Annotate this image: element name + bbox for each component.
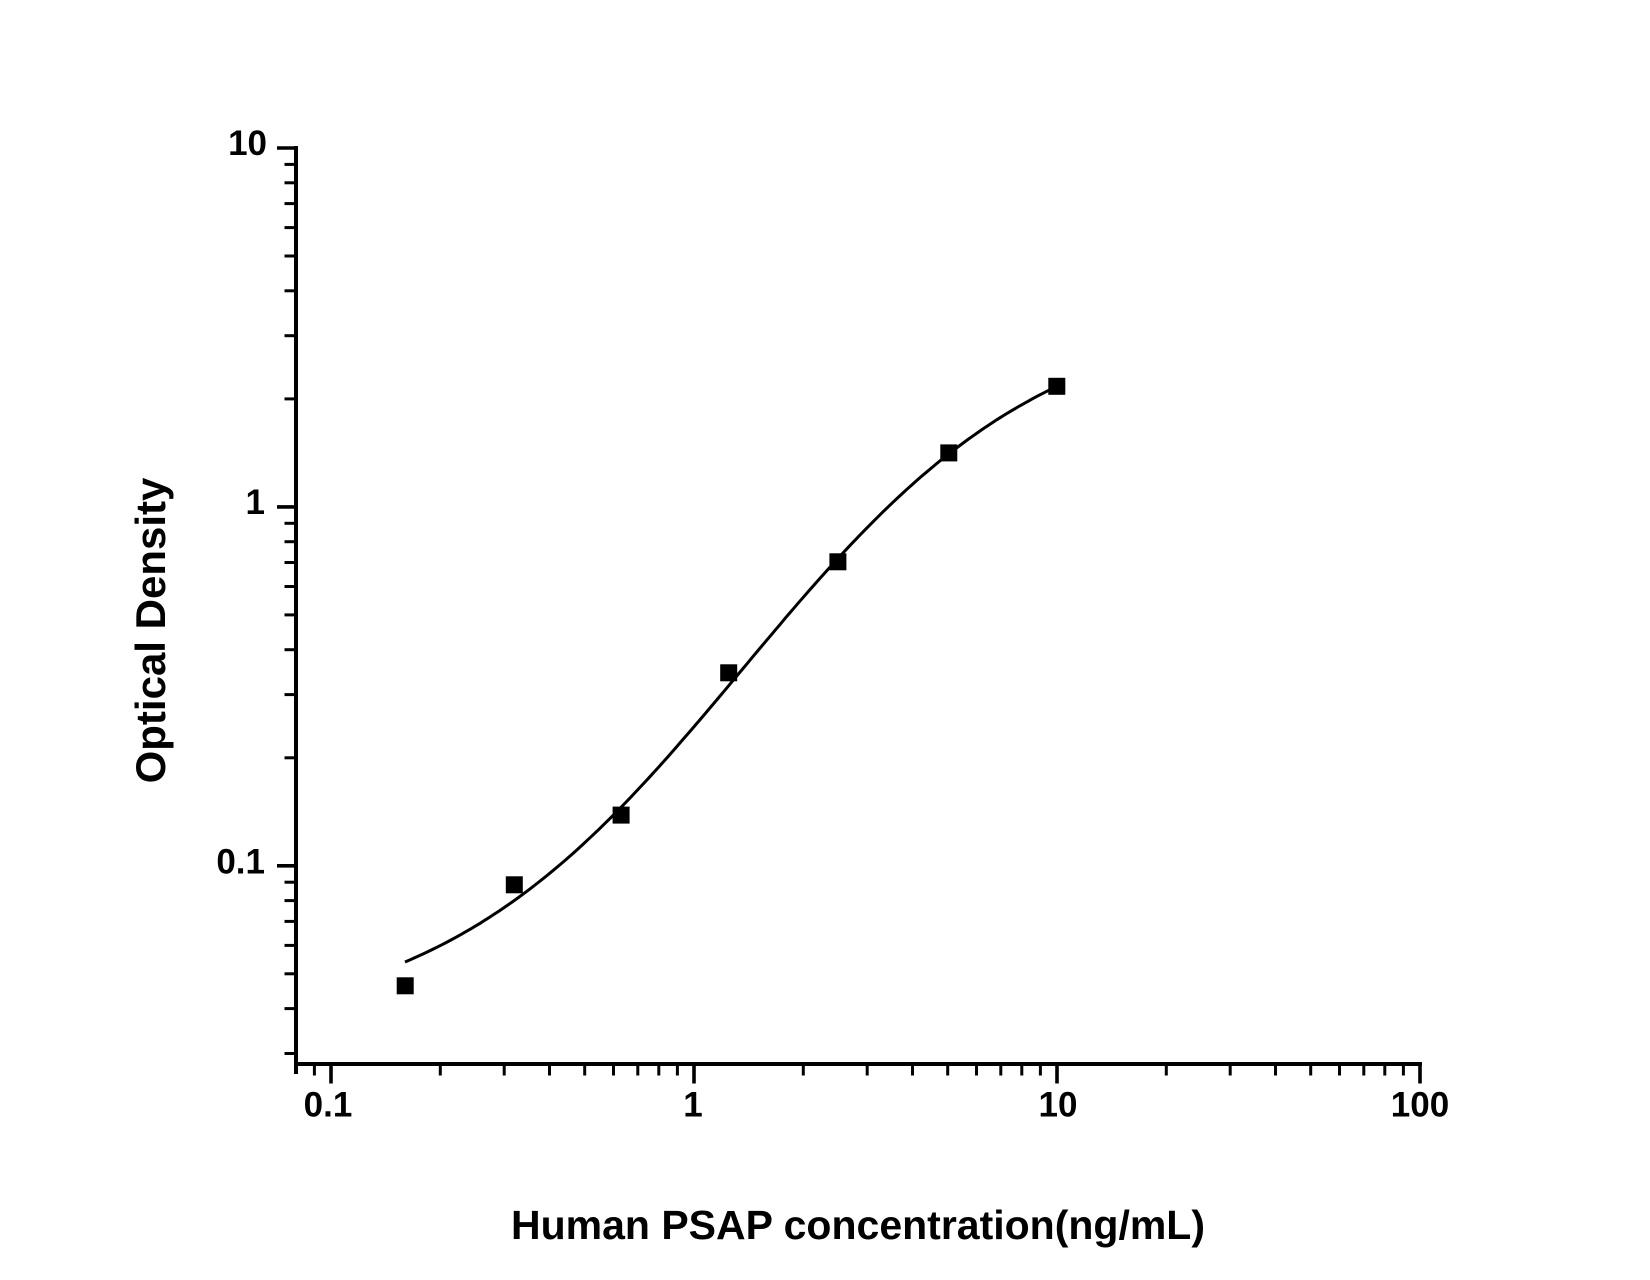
svg-text:Optical Density: Optical Density: [127, 477, 174, 783]
svg-text:10: 10: [228, 124, 267, 163]
svg-text:100: 100: [1391, 1086, 1449, 1125]
svg-text:0.1: 0.1: [304, 1086, 353, 1125]
svg-text:1: 1: [246, 483, 265, 522]
svg-text:10: 10: [1039, 1086, 1078, 1125]
svg-text:0.1: 0.1: [216, 843, 265, 882]
svg-text:1: 1: [683, 1086, 702, 1125]
svg-text:Human PSAP concentration(ng/mL: Human PSAP concentration(ng/mL): [511, 1202, 1205, 1248]
